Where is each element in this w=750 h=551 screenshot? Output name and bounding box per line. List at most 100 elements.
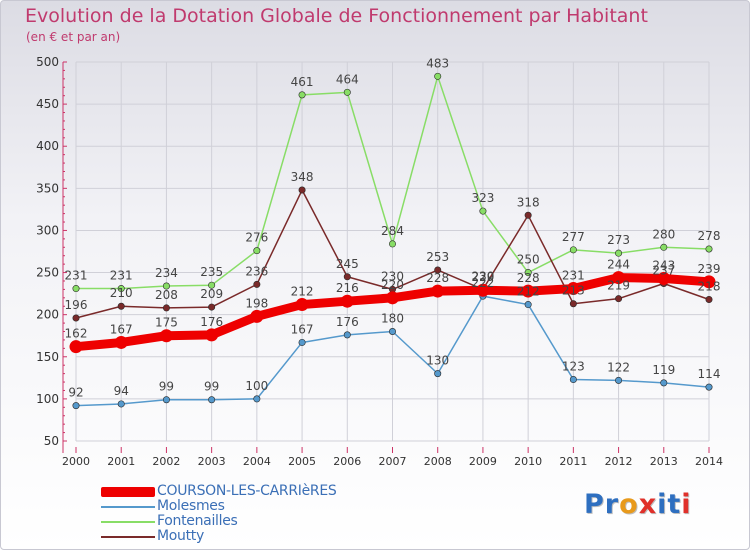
data-point (566, 282, 580, 296)
data-label: 280 (652, 227, 675, 241)
data-point (705, 245, 713, 253)
data-point (343, 88, 351, 96)
data-point (69, 340, 83, 354)
data-point (388, 240, 396, 248)
data-point (340, 294, 354, 308)
data-label: 119 (652, 363, 675, 377)
data-point (386, 291, 399, 305)
data-label: 196 (65, 298, 88, 312)
data-label: 348 (291, 170, 314, 184)
data-label: 99 (159, 380, 174, 394)
data-point (343, 331, 351, 339)
data-label: 180 (381, 312, 404, 326)
grid-lines (75, 61, 710, 442)
data-label: 250 (517, 253, 540, 267)
data-label: 100 (245, 379, 268, 393)
data-point (569, 246, 577, 254)
legend-swatch-courson (101, 487, 155, 497)
data-label: 231 (65, 269, 88, 283)
y-tick-label: 500 (36, 55, 59, 69)
data-point (569, 376, 577, 384)
chart-title: Evolution de la Dotation Globale de Fonc… (25, 5, 648, 27)
data-point (434, 370, 442, 378)
x-tick-label: 2006 (333, 455, 361, 468)
y-tick-label: 150 (36, 350, 59, 364)
data-label: 276 (245, 231, 268, 245)
data-label: 239 (698, 262, 721, 276)
data-label: 273 (607, 233, 630, 247)
data-point (253, 247, 261, 255)
data-label: 208 (155, 288, 178, 302)
data-label: 228 (517, 271, 540, 285)
data-point (388, 328, 396, 336)
data-label: 94 (114, 384, 129, 398)
data-point (114, 335, 128, 349)
proxiti-logo: Proxiti (584, 489, 692, 520)
logo-letter: P (584, 489, 605, 520)
x-tick-label: 2003 (198, 455, 226, 468)
data-label: 114 (698, 367, 721, 381)
x-tick-label: 2005 (288, 455, 316, 468)
data-label: 212 (517, 285, 540, 299)
data-point (298, 186, 306, 194)
data-point (431, 284, 445, 298)
data-label: 213 (562, 284, 585, 298)
data-label: 123 (562, 360, 585, 374)
x-tick-label: 2008 (424, 455, 452, 468)
data-label: 243 (652, 258, 675, 272)
data-point (615, 376, 623, 384)
data-point (208, 396, 216, 404)
data-point (657, 271, 671, 285)
legend-label-courson: COURSON-LES-CARRIèRES (157, 483, 337, 499)
data-point (479, 207, 487, 215)
data-label: 162 (65, 327, 88, 341)
data-label: 198 (245, 296, 268, 310)
data-point (162, 396, 170, 404)
data-label: 212 (291, 285, 314, 299)
y-tick-label: 400 (36, 139, 59, 153)
data-point (298, 338, 306, 346)
data-point (434, 72, 442, 80)
data-label: 318 (517, 195, 540, 209)
series-layer (69, 72, 716, 410)
x-tick-label: 2004 (243, 455, 271, 468)
data-labels: 162 167 175 176 198 212 216 220 228 229 228 231 244 2… (65, 56, 721, 399)
data-point (159, 329, 173, 343)
data-label: 323 (471, 191, 494, 205)
x-tick-label: 2002 (152, 455, 180, 468)
logo-letter: x (638, 489, 658, 520)
data-point (524, 269, 532, 277)
y-tick-label: 100 (36, 392, 59, 406)
data-point (208, 303, 216, 311)
data-point (117, 302, 125, 310)
y-tick-label: 350 (36, 181, 59, 195)
data-label: 176 (336, 315, 359, 329)
legend-label-fontenailles: Fontenailles (157, 513, 238, 529)
legend-swatch-moutty (101, 536, 155, 538)
legend-swatch-fontenailles (101, 521, 155, 523)
data-label: 245 (336, 257, 359, 271)
data-point (524, 211, 532, 219)
data-point (705, 383, 713, 391)
data-label: 167 (110, 322, 133, 336)
data-label: 229 (471, 270, 494, 284)
y-tick-label: 250 (36, 266, 59, 280)
data-point (612, 271, 626, 285)
data-point (298, 91, 306, 99)
data-point (205, 328, 219, 342)
data-point (569, 300, 577, 308)
logo-letter: t (667, 489, 682, 520)
data-label: 230 (471, 269, 494, 283)
logo-letter: r (604, 489, 620, 520)
y-tick-label: 50 (44, 434, 59, 448)
data-label: 122 (607, 360, 630, 374)
y-tick-label: 450 (36, 97, 59, 111)
y-tick-label: 300 (36, 223, 59, 237)
data-point (72, 314, 80, 322)
x-tick-label: 2007 (379, 455, 407, 468)
data-label: 277 (562, 230, 585, 244)
x-tick-label: 2001 (107, 455, 135, 468)
x-tick-label: 2000 (62, 455, 90, 468)
data-label: 237 (652, 264, 675, 278)
